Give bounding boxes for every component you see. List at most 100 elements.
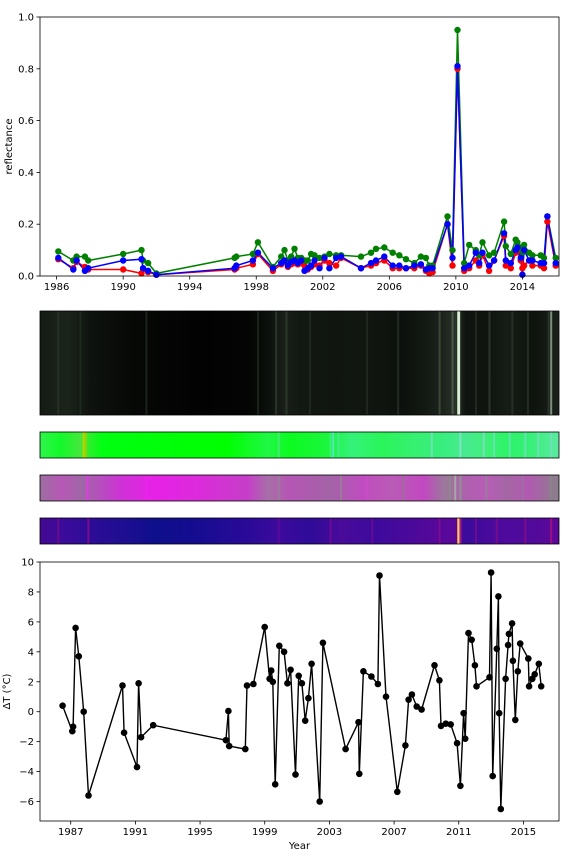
delta-t-point xyxy=(487,569,495,576)
reflectance-point-2 xyxy=(372,257,380,264)
reflectance-point-2 xyxy=(529,257,536,264)
delta-t-series-line xyxy=(61,572,542,810)
delta-t-point xyxy=(80,708,87,715)
color-strip-stripe xyxy=(459,311,462,415)
reflectance-point-0 xyxy=(529,262,536,269)
reflectance-point-1 xyxy=(417,253,425,260)
delta-t-y-tick-label: 0 xyxy=(28,707,34,718)
reflectance-point-2 xyxy=(73,257,80,264)
reflectance-x-tick-label: 2014 xyxy=(510,282,535,293)
delta-t-point xyxy=(368,673,375,680)
delta-t-point xyxy=(308,660,315,668)
true-color-strip-stripes xyxy=(57,311,553,415)
reflectance-point-2 xyxy=(502,257,509,264)
color-strip-stripe xyxy=(57,518,60,544)
color-strip-stripe xyxy=(550,518,553,544)
reflectance-point-1 xyxy=(396,252,403,259)
reflectance-y-tick-label: 0.6 xyxy=(18,116,34,127)
reflectance-point-2 xyxy=(321,254,328,262)
delta-t-point xyxy=(502,675,509,683)
reflectance-point-1 xyxy=(449,246,456,254)
magenta-strip xyxy=(40,475,559,501)
delta-t-point xyxy=(535,660,543,668)
color-strip-stripe xyxy=(458,311,461,415)
delta-t-point xyxy=(276,642,283,650)
delta-t-point xyxy=(301,717,309,724)
delta-t-point xyxy=(525,655,532,662)
delta-t-point xyxy=(120,729,128,736)
delta-t-point xyxy=(505,630,513,638)
delta-t-point xyxy=(402,742,409,749)
delta-t-point xyxy=(85,792,92,799)
reflectance-series-line-1 xyxy=(57,29,557,275)
delta-t-point xyxy=(149,721,157,729)
delta-t-point xyxy=(305,694,312,702)
delta-t-point xyxy=(225,742,233,750)
reflectance-point-1 xyxy=(304,257,311,264)
color-strip-stripe xyxy=(402,475,405,501)
reflectance-point-2 xyxy=(307,262,315,269)
reflectance-point-1 xyxy=(381,244,388,251)
reflectance-point-1 xyxy=(233,253,240,260)
delta-t-point xyxy=(512,716,519,724)
reflectance-point-2 xyxy=(139,265,147,272)
reflectance-x-ticks: 1986 1990 1994 1998 2002 2006 2010 2014 xyxy=(44,276,535,293)
reflectance-x-tick-label: 2002 xyxy=(310,282,335,293)
reflectance-x-tick-label: 2006 xyxy=(377,282,402,293)
color-strip-stripe xyxy=(511,311,514,415)
delta-t-points-group xyxy=(59,569,545,813)
color-strip-stripe xyxy=(526,311,529,415)
delta-t-point xyxy=(72,624,79,632)
color-strip-stripe xyxy=(277,475,280,501)
delta-t-y-ticks: −6 −4 −2 0 2 4 6 8 10 xyxy=(19,558,40,808)
reflectance-point-1 xyxy=(367,249,375,256)
reflectance-y-tick-label: 0.0 xyxy=(18,272,34,283)
delta-t-point xyxy=(267,667,275,674)
delta-t-point xyxy=(453,739,461,747)
reflectance-point-1 xyxy=(514,239,521,246)
delta-t-point xyxy=(287,666,294,674)
delta-t-point xyxy=(135,680,142,687)
delta-t-x-ticks: 1987 1991 1995 1999 2003 2007 2011 2015 xyxy=(58,821,536,838)
color-strip-stripe xyxy=(449,475,451,501)
thermal-strip-frame xyxy=(39,517,560,545)
reflectance-x-tick-label: 1994 xyxy=(177,282,202,293)
reflectance-point-2 xyxy=(517,254,524,262)
delta-t-point xyxy=(460,709,467,717)
delta-t-y-axis-label: ΔT (°C) xyxy=(2,673,13,709)
delta-t-point xyxy=(508,620,516,627)
delta-t-point xyxy=(486,674,493,681)
reflectance-point-2 xyxy=(55,254,62,262)
color-strip-stripe xyxy=(459,432,462,458)
delta-t-point xyxy=(292,771,299,778)
color-strip-stripe xyxy=(475,311,477,415)
delta-t-y-tick-label: 8 xyxy=(28,587,34,598)
delta-t-x-tick-label: 2011 xyxy=(446,827,471,838)
reflectance-point-2 xyxy=(357,265,365,272)
color-strip-stripe xyxy=(57,311,60,415)
delta-t-x-tick-label: 1995 xyxy=(187,827,212,838)
reflectance-points-group xyxy=(55,26,559,278)
delta-t-point xyxy=(431,662,438,669)
delta-t-point xyxy=(75,653,83,660)
reflectance-point-2 xyxy=(444,221,451,228)
delta-t-point xyxy=(69,723,77,730)
color-strip-stripe xyxy=(430,432,433,458)
reflectance-point-2 xyxy=(381,253,388,260)
magenta-strip-frame xyxy=(39,474,560,502)
reflectance-point-0 xyxy=(544,218,551,225)
color-strip-stripe xyxy=(329,518,332,544)
delta-t-point xyxy=(436,677,443,684)
true-color-strip-frame xyxy=(39,310,560,416)
reflectance-point-2 xyxy=(429,265,436,272)
reflectance-point-2 xyxy=(402,265,410,272)
color-strip-stripe xyxy=(84,432,87,458)
reflectance-point-0 xyxy=(485,267,493,274)
delta-t-point xyxy=(468,636,476,644)
reflectance-point-1 xyxy=(422,254,430,262)
delta-t-point xyxy=(473,683,480,690)
reflectance-point-2 xyxy=(472,249,479,256)
reflectance-point-1 xyxy=(249,250,257,258)
delta-t-point xyxy=(243,682,251,689)
reflectance-point-1 xyxy=(479,239,486,246)
